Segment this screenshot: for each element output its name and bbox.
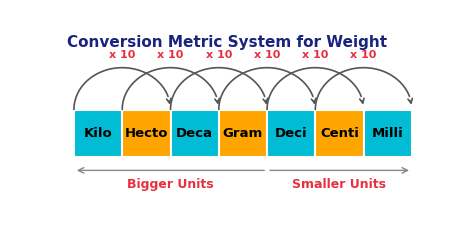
Bar [171,109,219,157]
Text: Kilo: Kilo [84,127,112,140]
Text: Centi: Centi [320,127,359,140]
Text: x 10: x 10 [350,50,377,60]
Bar [267,109,315,157]
Bar [74,109,122,157]
Bar [315,109,364,157]
Text: Milli: Milli [372,127,404,140]
Bar [122,109,171,157]
Text: x 10: x 10 [254,50,280,60]
Text: Conversion Metric System for Weight: Conversion Metric System for Weight [66,35,387,50]
Text: Deca: Deca [176,127,213,140]
Text: Hecto: Hecto [125,127,168,140]
Text: x 10: x 10 [109,50,136,60]
Bar [219,109,267,157]
Text: Gram: Gram [223,127,263,140]
Text: x 10: x 10 [206,50,232,60]
Text: Bigger Units: Bigger Units [127,178,214,191]
Text: Deci: Deci [275,127,308,140]
Text: Smaller Units: Smaller Units [292,178,386,191]
Text: x 10: x 10 [157,50,184,60]
Text: x 10: x 10 [302,50,328,60]
Bar [364,109,412,157]
